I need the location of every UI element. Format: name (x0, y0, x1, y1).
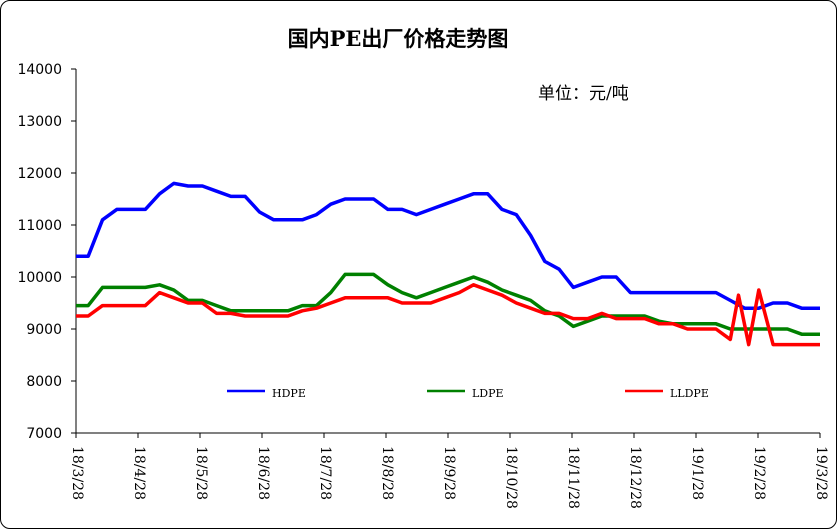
x-tick-label-group: 18/8/28 (379, 446, 395, 500)
x-tick-label-group: 18/12/28 (627, 446, 643, 509)
x-tick-label: 18/7/28 (317, 446, 333, 500)
x-tick-label-group: 18/5/28 (193, 446, 209, 500)
x-tick-label-group: 18/10/28 (503, 446, 519, 509)
y-tick-label: 11000 (17, 218, 62, 234)
x-tick-label-group: 18/4/28 (131, 446, 147, 500)
x-tick-label-group: 19/2/28 (751, 446, 767, 500)
x-tick-label-group: 18/9/28 (441, 446, 457, 500)
series-line-lldpe (76, 283, 820, 347)
x-tick-label-group: 18/11/28 (565, 446, 581, 509)
series-line-ldpe (76, 272, 820, 336)
y-tick-label: 12000 (17, 166, 62, 182)
chart-title: 国内PE出厂价格走势图 (288, 26, 509, 51)
legend: HDPE LDPE LLDPE (227, 387, 709, 400)
x-tick-label: 19/2/28 (751, 446, 767, 500)
y-tick-label: 13000 (17, 114, 62, 130)
unit-label: 单位：元/吨 (538, 84, 629, 104)
x-tick-label-group: 19/1/28 (689, 446, 705, 500)
x-tick-label: 18/5/28 (193, 446, 209, 500)
x-tick-label-group: 18/6/28 (255, 446, 271, 500)
x-tick-label: 18/11/28 (565, 446, 581, 509)
x-tick-label: 19/3/28 (813, 446, 829, 500)
x-tick-label: 18/12/28 (627, 446, 643, 509)
y-tick-label: 9000 (26, 322, 62, 338)
x-tick-label: 18/3/28 (69, 446, 85, 500)
y-tick-label: 8000 (26, 374, 62, 390)
legend-label-ldpe: LDPE (472, 387, 504, 400)
x-tick-label-group: 18/7/28 (317, 446, 333, 500)
legend-label-lldpe: LLDPE (670, 387, 709, 400)
x-tick-label: 18/10/28 (503, 446, 519, 509)
legend-label-hdpe: HDPE (272, 387, 306, 400)
series-line-hdpe (76, 181, 820, 310)
x-tick-label-group: 18/3/28 (69, 446, 85, 500)
x-tick-label: 18/8/28 (379, 446, 395, 500)
x-tick-label: 18/4/28 (131, 446, 147, 500)
y-tick-label: 7000 (26, 426, 62, 442)
y-tick-label: 10000 (17, 270, 62, 286)
axes: 7000 8000 9000 10000 11000 12000 13000 14000 18/… (17, 62, 829, 509)
series-layer (76, 181, 820, 347)
x-tick-label: 19/1/28 (689, 446, 705, 500)
x-tick-label: 18/6/28 (255, 446, 271, 500)
x-tick-label: 18/9/28 (441, 446, 457, 500)
y-tick-label: 14000 (17, 62, 62, 78)
x-tick-label-group: 19/3/28 (813, 446, 829, 500)
